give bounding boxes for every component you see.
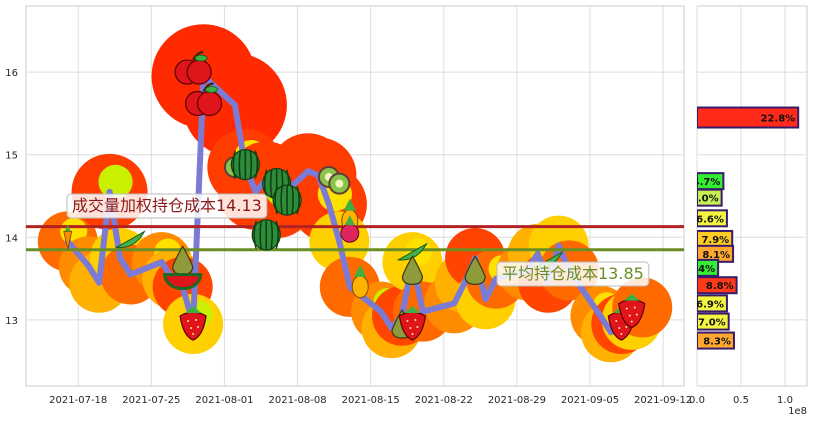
y-tick-labels: 13 14 15 16 bbox=[5, 68, 18, 327]
x-tick-label: 2021-07-18 bbox=[49, 395, 107, 406]
distribution-bar-label: 6.9% bbox=[696, 299, 724, 310]
distribution-bar-label: 7.9% bbox=[701, 235, 729, 246]
distribution-bar bbox=[697, 276, 738, 295]
distribution-bar bbox=[697, 294, 728, 313]
kiwi-icon bbox=[328, 172, 351, 195]
fruit-markers bbox=[63, 51, 646, 341]
y-tick-label: 16 bbox=[5, 68, 18, 79]
melon-slice-icon bbox=[163, 273, 203, 291]
distribution-plot: 22.8% 4.7% 5.0% 6.6% 7.9% 8.1% 3.4% 8.8% 6.9% 7.0… bbox=[687, 5, 808, 417]
x-tick-label: 2021-09-05 bbox=[561, 395, 619, 406]
watermelon-icon bbox=[251, 219, 281, 251]
strawberry-icon bbox=[618, 293, 646, 329]
x-tick-label: 2021-08-01 bbox=[195, 395, 253, 406]
distribution-x-ticks: 0.0 0.5 1.0 bbox=[689, 395, 793, 406]
strawberry-icon bbox=[179, 306, 207, 341]
reference-annotation: 平均持仓成本13.85 bbox=[496, 261, 650, 287]
x-tick-labels: 2021-07-18 2021-07-25 2021-08-01 2021-08-08… bbox=[49, 395, 692, 406]
pear-icon bbox=[401, 255, 424, 285]
strawberry-icon bbox=[398, 306, 427, 341]
carrot-icon bbox=[63, 225, 73, 250]
y-tick-label: 14 bbox=[5, 233, 18, 244]
apple-icon bbox=[184, 82, 223, 117]
pineapple-icon bbox=[351, 264, 369, 299]
y-tick-label: 13 bbox=[5, 316, 18, 327]
distribution-x-tick-label: 0.5 bbox=[733, 395, 749, 406]
y-tick-label: 15 bbox=[5, 151, 18, 162]
annotation-text: 成交量加权持仓成本14.13 bbox=[72, 196, 262, 215]
peapod-icon bbox=[114, 230, 146, 249]
distribution-bar-label: 8.1% bbox=[702, 250, 730, 261]
distribution-bar bbox=[697, 258, 720, 277]
pear-icon bbox=[464, 255, 486, 285]
x-tick-label: 2021-09-12 bbox=[634, 395, 692, 406]
annotation-text: 平均持仓成本13.85 bbox=[502, 264, 644, 283]
distribution-bar-label: 6.6% bbox=[696, 214, 724, 225]
distribution-bar-label: 8.8% bbox=[706, 281, 734, 292]
distribution-bar-label: 8.3% bbox=[703, 337, 731, 348]
annotation-box bbox=[66, 193, 268, 219]
x-tick-label: 2021-08-08 bbox=[268, 395, 326, 406]
watermelon-icon bbox=[272, 184, 302, 216]
distribution-bar bbox=[697, 331, 735, 350]
distribution-x-tick-label: 1.0 bbox=[777, 395, 793, 406]
x-tick-label: 2021-07-25 bbox=[122, 395, 180, 406]
x-tick-label: 2021-08-15 bbox=[342, 395, 400, 406]
distribution-x-tick-label: 0.0 bbox=[689, 395, 705, 406]
distribution-bar-label: 5.0% bbox=[691, 194, 719, 205]
peapod-icon bbox=[396, 242, 428, 261]
watermelon-icon bbox=[230, 149, 260, 181]
annotation-box bbox=[496, 261, 650, 287]
distribution-bar bbox=[697, 188, 723, 207]
distribution-bar bbox=[697, 106, 800, 129]
distribution-bar-label: 3.4% bbox=[687, 264, 715, 275]
x-tick-label: 2021-08-22 bbox=[415, 395, 473, 406]
apple-icon bbox=[174, 51, 212, 85]
distribution-bar bbox=[697, 209, 728, 228]
distribution-bars: 22.8% 4.7% 5.0% 6.6% 7.9% 8.1% 3.4% 8.8% 6.9% 7.0… bbox=[687, 106, 800, 350]
radish-icon bbox=[340, 215, 360, 243]
distribution-bar-label: 4.7% bbox=[693, 177, 721, 188]
main-plot: 2021-07-18 2021-07-25 2021-08-01 2021-08-08… bbox=[5, 5, 692, 406]
reference-annotation: 成交量加权持仓成本14.13 bbox=[66, 193, 268, 219]
x-exponent-label: 1e8 bbox=[788, 406, 807, 417]
distribution-bar-label: 22.8% bbox=[760, 114, 795, 125]
distribution-bar bbox=[697, 312, 730, 331]
distribution-bar-label: 7.0% bbox=[698, 318, 726, 329]
reference-annotations: 成交量加权持仓成本14.13 平均持仓成本13.85 bbox=[66, 193, 650, 287]
x-tick-label: 2021-08-29 bbox=[488, 395, 546, 406]
